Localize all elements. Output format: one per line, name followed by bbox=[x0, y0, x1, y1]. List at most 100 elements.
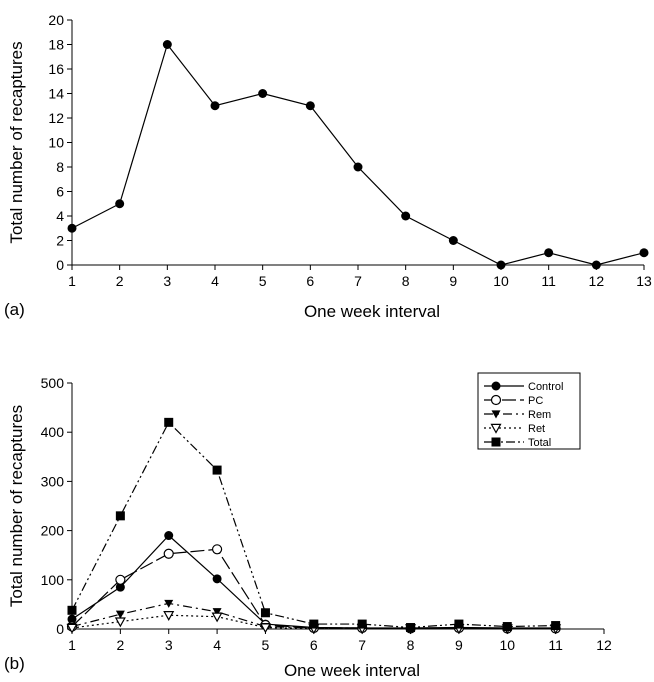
y-tick-label: 18 bbox=[48, 37, 64, 53]
data-point bbox=[115, 199, 125, 209]
data-point bbox=[210, 101, 220, 111]
y-tick-label: 14 bbox=[48, 86, 64, 102]
data-point bbox=[211, 544, 223, 555]
legend: Control PC Rem Ret Total bbox=[477, 372, 581, 450]
data-point bbox=[454, 619, 464, 629]
y-axis-label: Total number of recaptures bbox=[7, 405, 26, 607]
x-tick-label: 13 bbox=[636, 273, 652, 289]
y-tick-label: 8 bbox=[56, 159, 64, 175]
data-point bbox=[114, 617, 126, 628]
data-point bbox=[211, 612, 223, 623]
legend-label: Control bbox=[528, 381, 563, 393]
y-tick-label: 300 bbox=[41, 473, 65, 489]
y-axis-label: Total number of recaptures bbox=[7, 41, 26, 243]
data-point bbox=[259, 623, 271, 634]
legend-marker bbox=[491, 437, 501, 447]
data-point bbox=[67, 605, 77, 615]
data-point bbox=[66, 623, 78, 634]
series-line bbox=[71, 534, 556, 629]
series-line bbox=[71, 43, 645, 266]
x-tick-label: 9 bbox=[449, 273, 457, 289]
legend-label: Ret bbox=[528, 423, 545, 435]
x-tick-label: 12 bbox=[596, 637, 612, 653]
legend-label: Total bbox=[528, 437, 551, 449]
panel-label: (b) bbox=[4, 654, 25, 673]
data-point bbox=[67, 614, 77, 624]
data-point bbox=[212, 608, 222, 617]
x-tick-label: 8 bbox=[407, 637, 415, 653]
x-tick-label: 1 bbox=[68, 273, 76, 289]
data-point bbox=[67, 223, 77, 233]
data-point bbox=[551, 621, 561, 631]
x-tick-label: 5 bbox=[259, 273, 267, 289]
data-point bbox=[544, 248, 554, 258]
x-tick-label: 4 bbox=[213, 637, 221, 653]
data-point bbox=[164, 599, 174, 608]
x-tick-label: 11 bbox=[548, 637, 563, 653]
x-tick-label: 12 bbox=[589, 273, 605, 289]
y-tick-label: 200 bbox=[41, 523, 65, 539]
data-point bbox=[115, 574, 126, 585]
data-point bbox=[163, 548, 174, 559]
data-point bbox=[162, 40, 172, 49]
x-tick-label: 6 bbox=[306, 273, 314, 289]
y-tick-label: 4 bbox=[56, 208, 64, 224]
data-point bbox=[353, 162, 363, 172]
data-point bbox=[305, 101, 315, 111]
y-tick-label: 500 bbox=[41, 375, 65, 391]
y-tick-label: 16 bbox=[48, 61, 64, 77]
legend-label: PC bbox=[528, 395, 543, 407]
data-point bbox=[448, 236, 458, 245]
x-tick-label: 9 bbox=[455, 637, 463, 653]
data-point bbox=[258, 89, 268, 98]
x-tick-label: 8 bbox=[402, 273, 410, 289]
data-point bbox=[260, 608, 270, 618]
y-tick-label: 20 bbox=[48, 12, 64, 28]
x-tick-label: 3 bbox=[165, 637, 173, 653]
legend-label: Rem bbox=[528, 409, 551, 421]
data-point bbox=[591, 260, 601, 270]
data-point bbox=[357, 619, 367, 629]
data-point bbox=[401, 211, 411, 221]
data-point bbox=[115, 582, 125, 592]
legend-marker bbox=[490, 423, 502, 434]
x-tick-label: 6 bbox=[310, 637, 318, 653]
y-tick-label: 0 bbox=[56, 257, 64, 273]
data-point bbox=[164, 531, 174, 541]
x-tick-label: 10 bbox=[493, 273, 509, 289]
series-line bbox=[71, 614, 556, 630]
data-point bbox=[639, 248, 649, 258]
x-tick-label: 10 bbox=[499, 637, 515, 653]
x-tick-label: 2 bbox=[116, 637, 124, 653]
data-point bbox=[163, 611, 175, 621]
y-tick-label: 400 bbox=[41, 424, 65, 440]
y-tick-label: 0 bbox=[56, 621, 64, 637]
x-tick-label: 11 bbox=[541, 273, 556, 289]
data-point bbox=[115, 610, 125, 619]
x-axis-label: One week interval bbox=[304, 302, 440, 321]
x-tick-label: 7 bbox=[358, 637, 366, 653]
data-point bbox=[406, 623, 416, 633]
data-point bbox=[502, 622, 512, 632]
x-tick-label: 5 bbox=[262, 637, 270, 653]
legend-marker bbox=[490, 394, 502, 406]
data-point bbox=[212, 574, 222, 584]
data-point bbox=[309, 619, 319, 629]
data-point bbox=[164, 417, 174, 427]
y-tick-label: 12 bbox=[48, 110, 64, 126]
y-tick-label: 100 bbox=[41, 572, 65, 588]
x-axis-label: One week interval bbox=[284, 661, 420, 680]
panel-label: (a) bbox=[4, 300, 25, 319]
series-line bbox=[71, 421, 556, 629]
x-tick-label: 1 bbox=[68, 637, 76, 653]
x-tick-label: 7 bbox=[354, 273, 362, 289]
x-tick-label: 4 bbox=[211, 273, 219, 289]
y-tick-label: 10 bbox=[48, 135, 64, 151]
data-point bbox=[212, 465, 222, 475]
y-tick-label: 2 bbox=[56, 233, 64, 249]
legend-marker bbox=[491, 410, 501, 419]
data-point bbox=[496, 260, 506, 270]
